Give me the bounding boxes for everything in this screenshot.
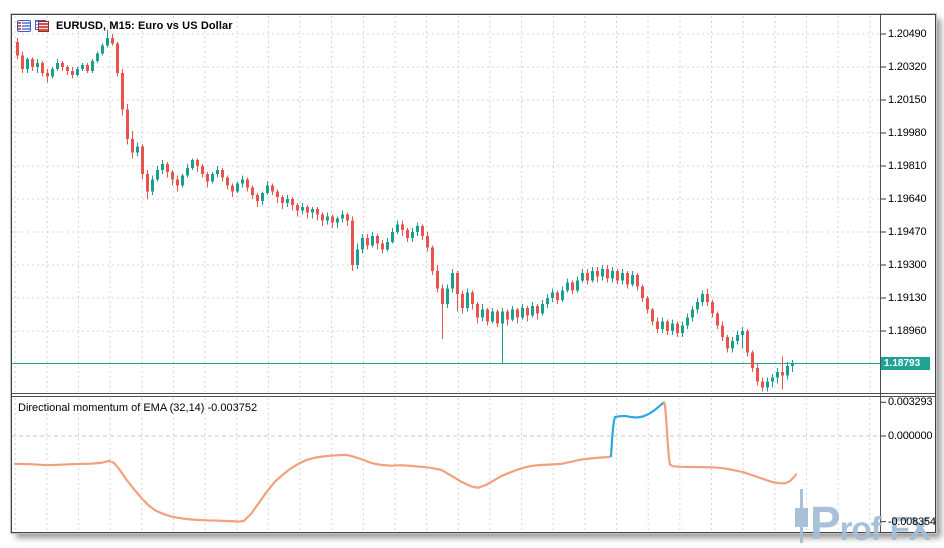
indicator-canvas[interactable]: [12, 397, 935, 532]
chart-header: EURUSD, M15: Euro vs US Dollar: [17, 20, 233, 32]
indicator-pane-top-border: [12, 396, 935, 397]
current-price-tag: 1.18793: [881, 357, 930, 370]
price-axis-border: [880, 15, 881, 532]
quotes-table-icon[interactable]: [17, 20, 31, 32]
indicator-label: Directional momentum of EMA (32,14) -0.0…: [18, 402, 258, 414]
chart-title: EURUSD, M15: Euro vs US Dollar: [56, 20, 233, 32]
main-chart-canvas[interactable]: [12, 15, 935, 393]
chart-window: EURUSD, M15: Euro vs US Dollar Direction…: [11, 14, 936, 533]
pane-separator[interactable]: [12, 393, 935, 394]
chart-bars-icon[interactable]: [35, 20, 49, 32]
